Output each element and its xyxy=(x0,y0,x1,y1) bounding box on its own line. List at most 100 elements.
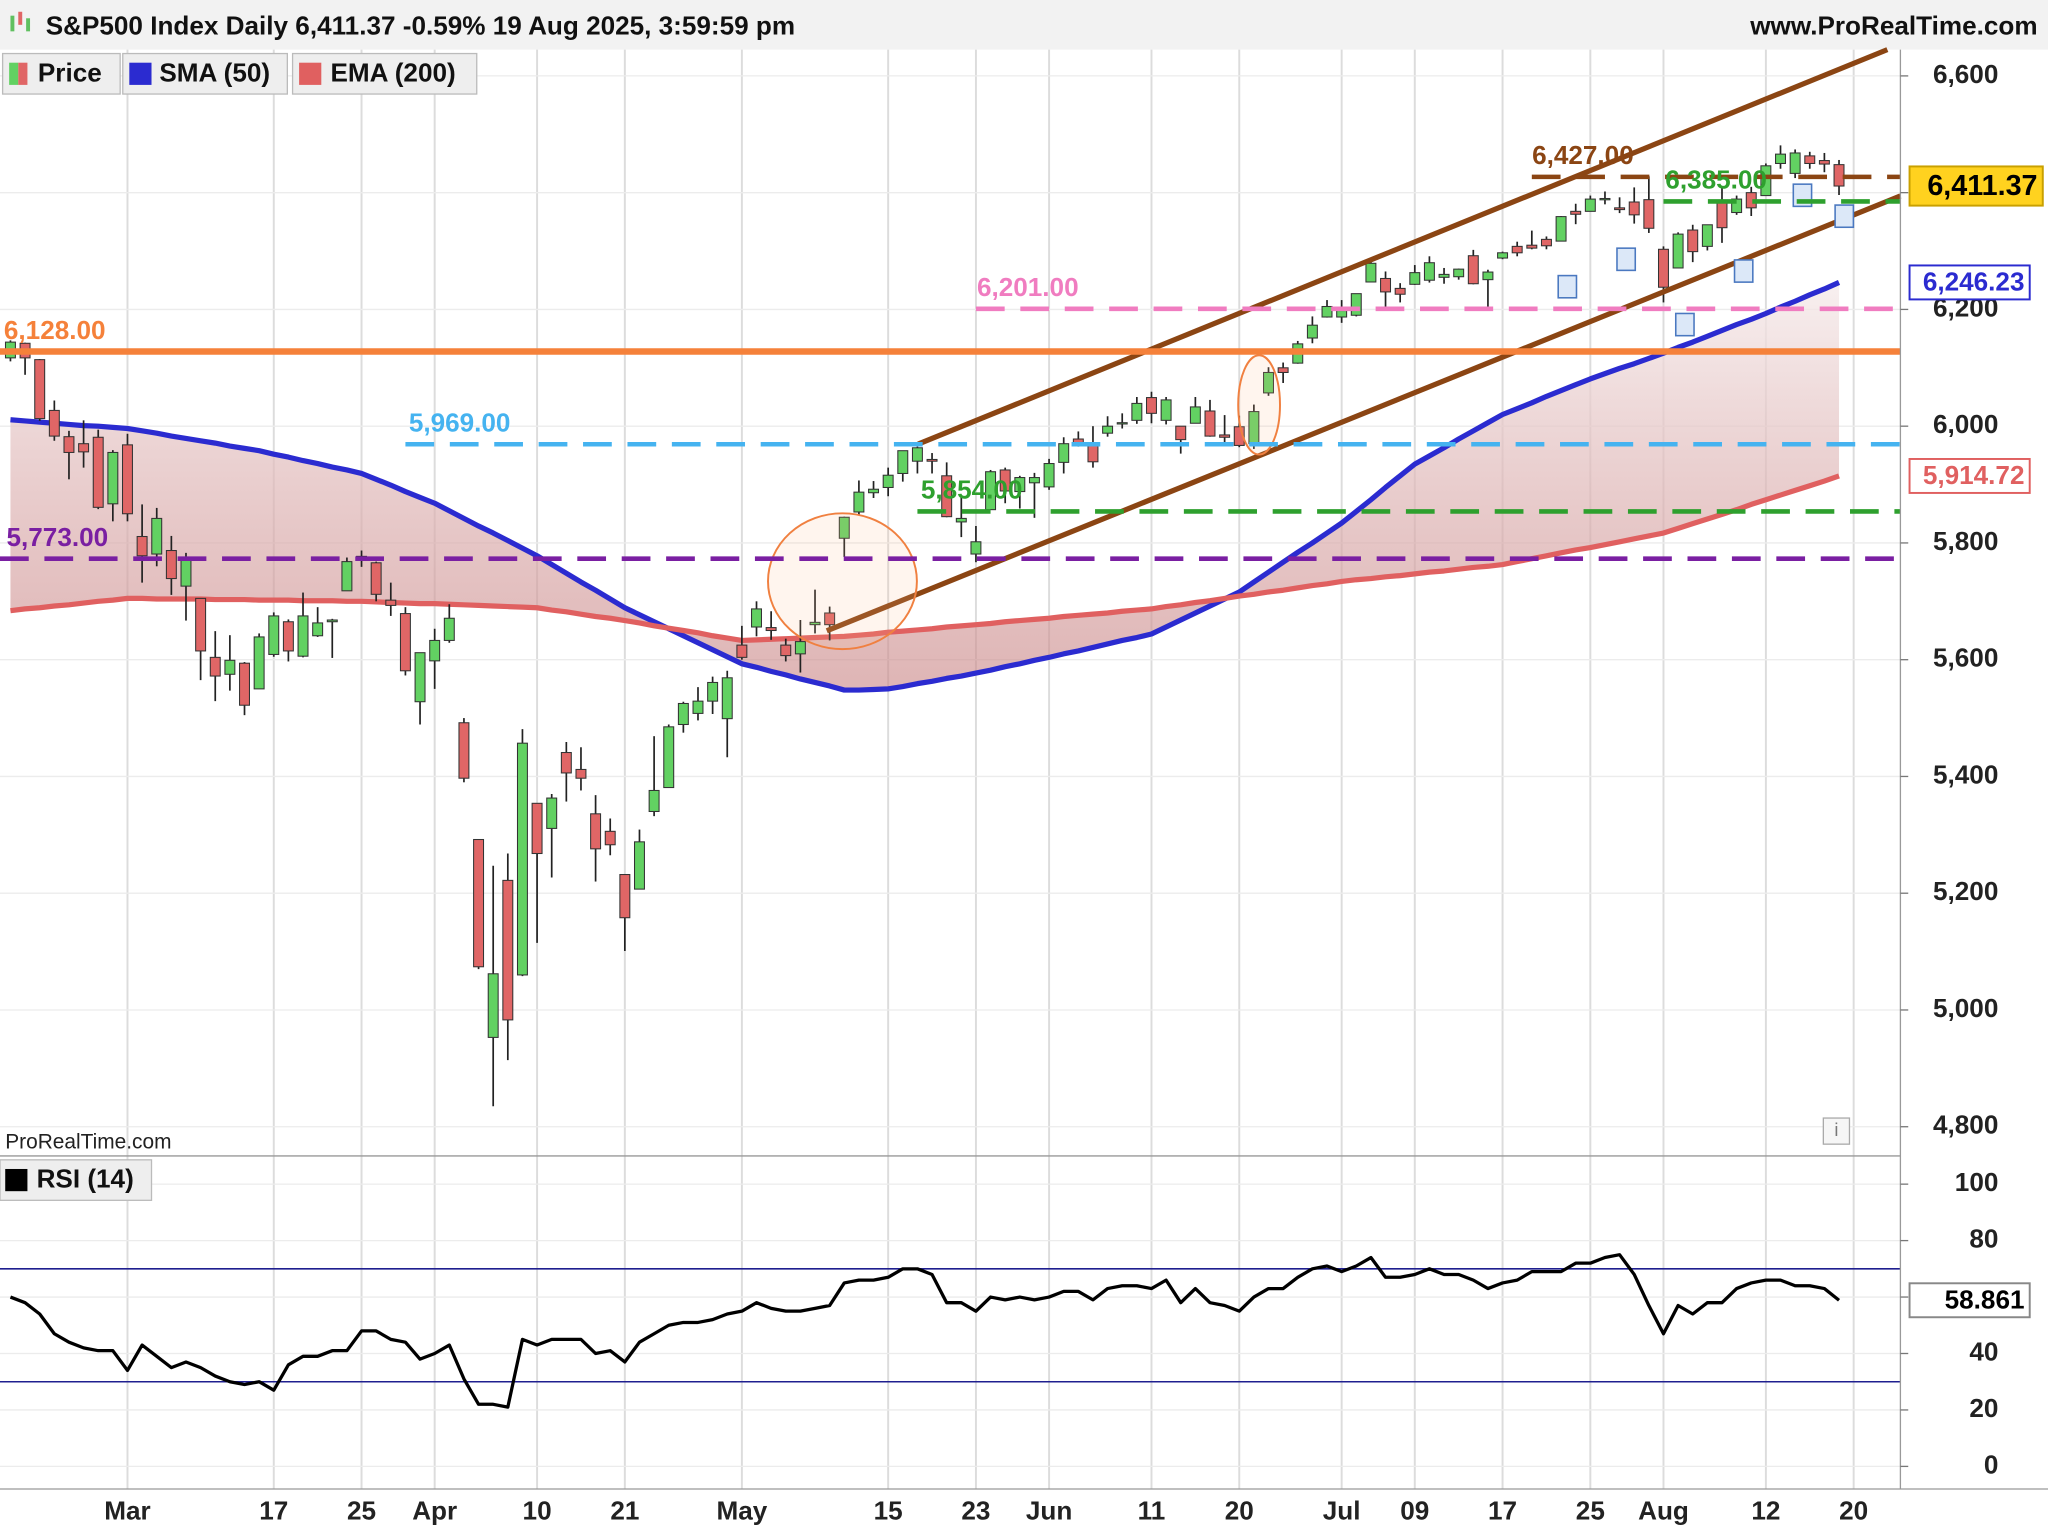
x-tick-label: 09 xyxy=(1400,1495,1429,1525)
candle-body xyxy=(107,451,119,505)
candle-body xyxy=(1526,244,1538,249)
candle-body xyxy=(1321,305,1333,318)
candle-body xyxy=(736,644,748,658)
source: www.ProRealTime.com xyxy=(1749,10,2037,40)
candle-body xyxy=(1160,399,1172,421)
level-label: 5,969.00 xyxy=(409,408,511,438)
y-tick-label: 4,800 xyxy=(1933,1110,1998,1140)
x-tick-label: Mar xyxy=(104,1495,150,1525)
candle-body xyxy=(341,561,353,592)
highlight-circle xyxy=(1237,354,1281,456)
x-tick-label: Jul xyxy=(1323,1495,1361,1525)
value-tag xyxy=(1908,264,2031,301)
candle-body xyxy=(1760,165,1772,197)
candle-body xyxy=(1570,210,1582,215)
candle-body xyxy=(604,830,616,846)
candle-body xyxy=(1804,155,1816,164)
candle-body xyxy=(458,722,470,779)
candle-body xyxy=(282,621,294,652)
candle-body xyxy=(575,768,587,779)
candle-body xyxy=(1219,434,1231,438)
candle-body xyxy=(619,874,631,919)
x-tick-label: 25 xyxy=(347,1495,376,1525)
candle-body xyxy=(1394,287,1406,295)
candle-body xyxy=(180,559,192,587)
y-tick-label: 5,800 xyxy=(1933,526,1998,556)
legend-box xyxy=(291,52,478,95)
level-label: 5,854.00 xyxy=(921,475,1023,505)
candle-body xyxy=(546,797,558,829)
candle-body xyxy=(663,726,675,789)
candle-body xyxy=(590,813,602,850)
candle-body xyxy=(1306,324,1318,339)
candle-body xyxy=(1175,425,1187,441)
candle-body xyxy=(1584,198,1596,212)
x-tick-label: 12 xyxy=(1751,1495,1780,1525)
x-tick-label: Apr xyxy=(412,1495,457,1525)
candle-body xyxy=(1467,255,1479,285)
value-tag-label: 6,246.23 xyxy=(1923,267,2025,297)
info-icon: i xyxy=(1822,1117,1851,1145)
candle-body xyxy=(385,599,397,606)
level-label: 6,427.00 xyxy=(1532,140,1634,170)
candle-body xyxy=(1643,199,1655,229)
candle-body xyxy=(1701,224,1713,247)
candle-body xyxy=(926,458,938,462)
candle-body xyxy=(209,656,221,677)
candle-body xyxy=(121,444,133,515)
candle-body xyxy=(1731,198,1743,214)
x-tick-label: 25 xyxy=(1576,1495,1605,1525)
series-line xyxy=(10,280,1841,693)
candle-body xyxy=(721,677,733,720)
candle-body xyxy=(1409,272,1421,285)
value-tag xyxy=(1908,1282,2031,1319)
candle-body xyxy=(487,973,499,1038)
candle-body xyxy=(809,621,821,626)
candle-body xyxy=(1365,262,1377,283)
candle-body xyxy=(1028,477,1040,484)
ma-band xyxy=(10,282,1840,691)
legend-swatch xyxy=(129,62,152,85)
legend-label: RSI (14) xyxy=(37,1164,134,1194)
candle-body xyxy=(1818,160,1830,165)
candle-body xyxy=(882,474,894,488)
legend-swatch xyxy=(18,62,28,85)
candle-body xyxy=(707,681,719,702)
candle-body xyxy=(1716,202,1728,229)
series-line xyxy=(9,1253,1841,1409)
x-tick-label: May xyxy=(716,1495,767,1525)
candle-body xyxy=(516,742,528,976)
value-tag xyxy=(1908,458,2031,494)
candle-body xyxy=(794,641,806,655)
svg-text:i: i xyxy=(1834,1119,1838,1140)
x-tick-label: 23 xyxy=(961,1495,990,1525)
highlight-circle xyxy=(767,512,918,651)
x-tick-label: 17 xyxy=(1488,1495,1517,1525)
candle-body xyxy=(560,751,572,774)
y-tick-label: 6,600 xyxy=(1933,59,1998,89)
candle-body xyxy=(1614,207,1626,211)
candle-body xyxy=(1775,153,1786,164)
candle-body xyxy=(897,450,909,474)
x-tick-label: 10 xyxy=(523,1495,552,1525)
candle-body xyxy=(312,622,324,637)
y-tick-label: 80 xyxy=(1969,1224,1998,1254)
candle-body xyxy=(1145,397,1157,414)
candle-body xyxy=(224,659,236,675)
candle-body xyxy=(151,517,163,555)
candle-body xyxy=(751,608,762,628)
channel-upper xyxy=(917,47,1889,447)
candle-body xyxy=(48,409,60,437)
x-tick-label: 17 xyxy=(259,1495,288,1525)
legend: Price SMA (50) EMA (200) RSI (14) xyxy=(0,52,478,1201)
back-layer xyxy=(0,49,1901,1489)
candle-body xyxy=(692,700,704,714)
y-tick-label: 5,000 xyxy=(1933,993,1998,1023)
y-tick-label: 20 xyxy=(1969,1393,1998,1423)
candle-body xyxy=(326,619,338,623)
x-tick-label: 20 xyxy=(1225,1495,1254,1525)
value-tag xyxy=(1908,165,2044,207)
candle-body xyxy=(911,447,923,462)
candle-body xyxy=(1672,233,1684,269)
